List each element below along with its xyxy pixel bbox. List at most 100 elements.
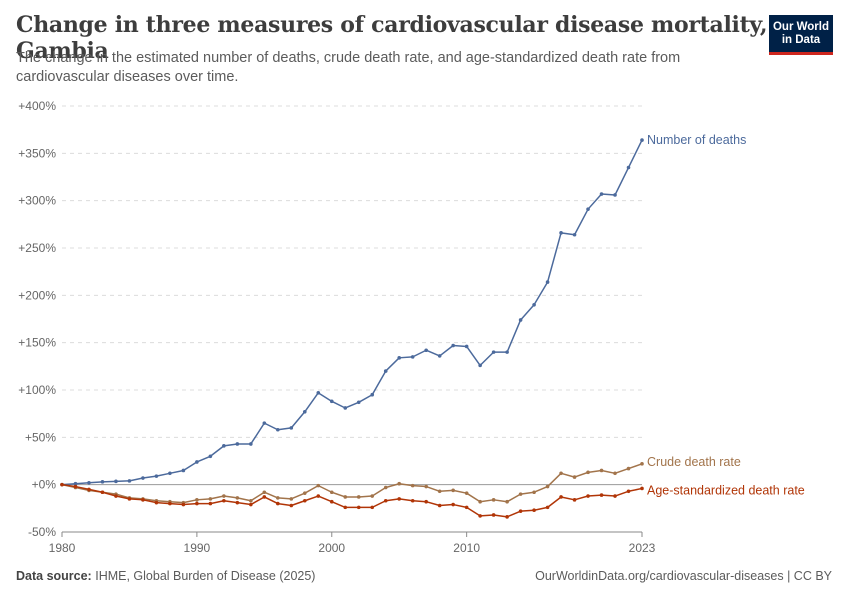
data-point-age-standardized-death-rate[interactable] [572, 498, 577, 502]
series-label-number-of-deaths[interactable]: Number of deaths [647, 133, 746, 147]
data-point-age-standardized-death-rate[interactable] [518, 509, 523, 513]
data-point-age-standardized-death-rate[interactable] [316, 494, 321, 498]
data-point-number-of-deaths[interactable] [491, 350, 496, 354]
data-point-age-standardized-death-rate[interactable] [437, 503, 442, 508]
data-point-age-standardized-death-rate[interactable] [383, 498, 388, 503]
data-point-number-of-deaths[interactable] [208, 454, 213, 459]
data-point-number-of-deaths[interactable] [289, 426, 294, 430]
data-point-age-standardized-death-rate[interactable] [356, 505, 361, 510]
data-point-crude-death-rate[interactable] [329, 490, 334, 495]
data-point-age-standardized-death-rate[interactable] [127, 497, 132, 501]
data-point-number-of-deaths[interactable] [532, 303, 536, 307]
data-point-number-of-deaths[interactable] [276, 427, 280, 432]
data-point-age-standardized-death-rate[interactable] [329, 499, 334, 504]
data-point-number-of-deaths[interactable] [195, 460, 199, 464]
data-point-age-standardized-death-rate[interactable] [559, 495, 563, 499]
data-point-number-of-deaths[interactable] [572, 232, 577, 237]
data-point-age-standardized-death-rate[interactable] [343, 505, 348, 510]
data-point-crude-death-rate[interactable] [208, 497, 213, 501]
data-point-age-standardized-death-rate[interactable] [141, 498, 145, 502]
data-point-number-of-deaths[interactable] [356, 400, 361, 405]
data-source-text[interactable]: IHME, Global Burden of Disease (2025) [95, 569, 316, 583]
data-point-number-of-deaths[interactable] [424, 348, 428, 353]
data-point-age-standardized-death-rate[interactable] [195, 501, 199, 506]
data-point-age-standardized-death-rate[interactable] [208, 501, 213, 506]
series-line-age-standardized-death-rate[interactable] [61, 483, 643, 518]
data-point-number-of-deaths[interactable] [505, 350, 509, 354]
data-point-age-standardized-death-rate[interactable] [87, 487, 91, 492]
data-point-number-of-deaths[interactable] [127, 479, 132, 483]
data-point-crude-death-rate[interactable] [383, 485, 388, 490]
series-line-number-of-deaths[interactable] [61, 139, 643, 486]
data-point-crude-death-rate[interactable] [586, 470, 590, 475]
data-point-crude-death-rate[interactable] [370, 494, 375, 498]
data-point-age-standardized-death-rate[interactable] [222, 498, 226, 503]
data-point-number-of-deaths[interactable] [154, 474, 159, 478]
data-point-number-of-deaths[interactable] [545, 280, 550, 284]
data-point-crude-death-rate[interactable] [316, 483, 321, 488]
data-point-crude-death-rate[interactable] [532, 490, 536, 495]
data-point-age-standardized-death-rate[interactable] [249, 502, 253, 507]
data-point-number-of-deaths[interactable] [114, 479, 118, 484]
owid-logo[interactable]: Our World in Data [769, 15, 833, 55]
data-point-age-standardized-death-rate[interactable] [114, 494, 118, 498]
data-point-crude-death-rate[interactable] [559, 471, 563, 476]
data-point-number-of-deaths[interactable] [370, 392, 375, 397]
data-point-crude-death-rate[interactable] [410, 483, 415, 488]
data-point-age-standardized-death-rate[interactable] [276, 501, 280, 506]
data-point-crude-death-rate[interactable] [302, 491, 307, 495]
data-point-number-of-deaths[interactable] [100, 480, 105, 484]
data-point-crude-death-rate[interactable] [235, 496, 240, 500]
data-point-age-standardized-death-rate[interactable] [586, 494, 590, 498]
footer-url-license[interactable]: OurWorldinData.org/cardiovascular-diseas… [535, 569, 832, 583]
data-point-crude-death-rate[interactable] [451, 488, 455, 493]
data-point-age-standardized-death-rate[interactable] [424, 499, 428, 504]
data-point-age-standardized-death-rate[interactable] [451, 502, 455, 507]
data-point-number-of-deaths[interactable] [397, 356, 402, 360]
data-point-crude-death-rate[interactable] [249, 498, 253, 503]
data-point-age-standardized-death-rate[interactable] [154, 500, 159, 505]
data-point-number-of-deaths[interactable] [410, 355, 415, 359]
data-point-number-of-deaths[interactable] [73, 481, 78, 486]
data-point-age-standardized-death-rate[interactable] [168, 501, 172, 506]
data-point-number-of-deaths[interactable] [249, 442, 253, 446]
data-point-age-standardized-death-rate[interactable] [302, 498, 307, 503]
data-point-crude-death-rate[interactable] [505, 499, 509, 504]
data-point-number-of-deaths[interactable] [586, 207, 590, 211]
data-point-crude-death-rate[interactable] [478, 499, 482, 504]
data-point-number-of-deaths[interactable] [302, 409, 307, 414]
data-point-age-standardized-death-rate[interactable] [545, 505, 550, 510]
data-point-number-of-deaths[interactable] [559, 231, 563, 235]
data-point-crude-death-rate[interactable] [437, 489, 442, 494]
data-point-age-standardized-death-rate[interactable] [397, 497, 402, 501]
data-point-crude-death-rate[interactable] [599, 468, 604, 473]
data-point-number-of-deaths[interactable] [640, 138, 644, 142]
series-line-crude-death-rate[interactable] [61, 463, 643, 504]
data-point-number-of-deaths[interactable] [626, 165, 631, 170]
data-point-crude-death-rate[interactable] [195, 498, 199, 502]
data-point-number-of-deaths[interactable] [87, 480, 91, 485]
series-label-crude-death-rate[interactable]: Crude death rate [647, 455, 741, 469]
data-point-number-of-deaths[interactable] [599, 192, 604, 196]
data-point-crude-death-rate[interactable] [640, 462, 644, 466]
data-point-age-standardized-death-rate[interactable] [464, 505, 469, 510]
data-point-age-standardized-death-rate[interactable] [235, 500, 240, 505]
data-point-crude-death-rate[interactable] [424, 484, 428, 489]
data-point-crude-death-rate[interactable] [356, 495, 361, 499]
data-point-age-standardized-death-rate[interactable] [532, 508, 536, 513]
data-point-number-of-deaths[interactable] [222, 444, 226, 448]
data-point-number-of-deaths[interactable] [141, 476, 145, 480]
data-point-age-standardized-death-rate[interactable] [410, 498, 415, 503]
data-point-number-of-deaths[interactable] [343, 406, 348, 410]
data-point-age-standardized-death-rate[interactable] [289, 503, 294, 508]
data-point-crude-death-rate[interactable] [491, 498, 496, 502]
data-point-number-of-deaths[interactable] [613, 193, 617, 197]
data-point-age-standardized-death-rate[interactable] [262, 495, 267, 499]
data-point-number-of-deaths[interactable] [383, 369, 388, 373]
data-point-age-standardized-death-rate[interactable] [491, 513, 496, 517]
data-point-number-of-deaths[interactable] [262, 421, 267, 425]
data-point-crude-death-rate[interactable] [518, 492, 523, 496]
data-point-crude-death-rate[interactable] [464, 491, 469, 495]
data-point-number-of-deaths[interactable] [181, 468, 186, 473]
data-point-age-standardized-death-rate[interactable] [60, 482, 64, 487]
